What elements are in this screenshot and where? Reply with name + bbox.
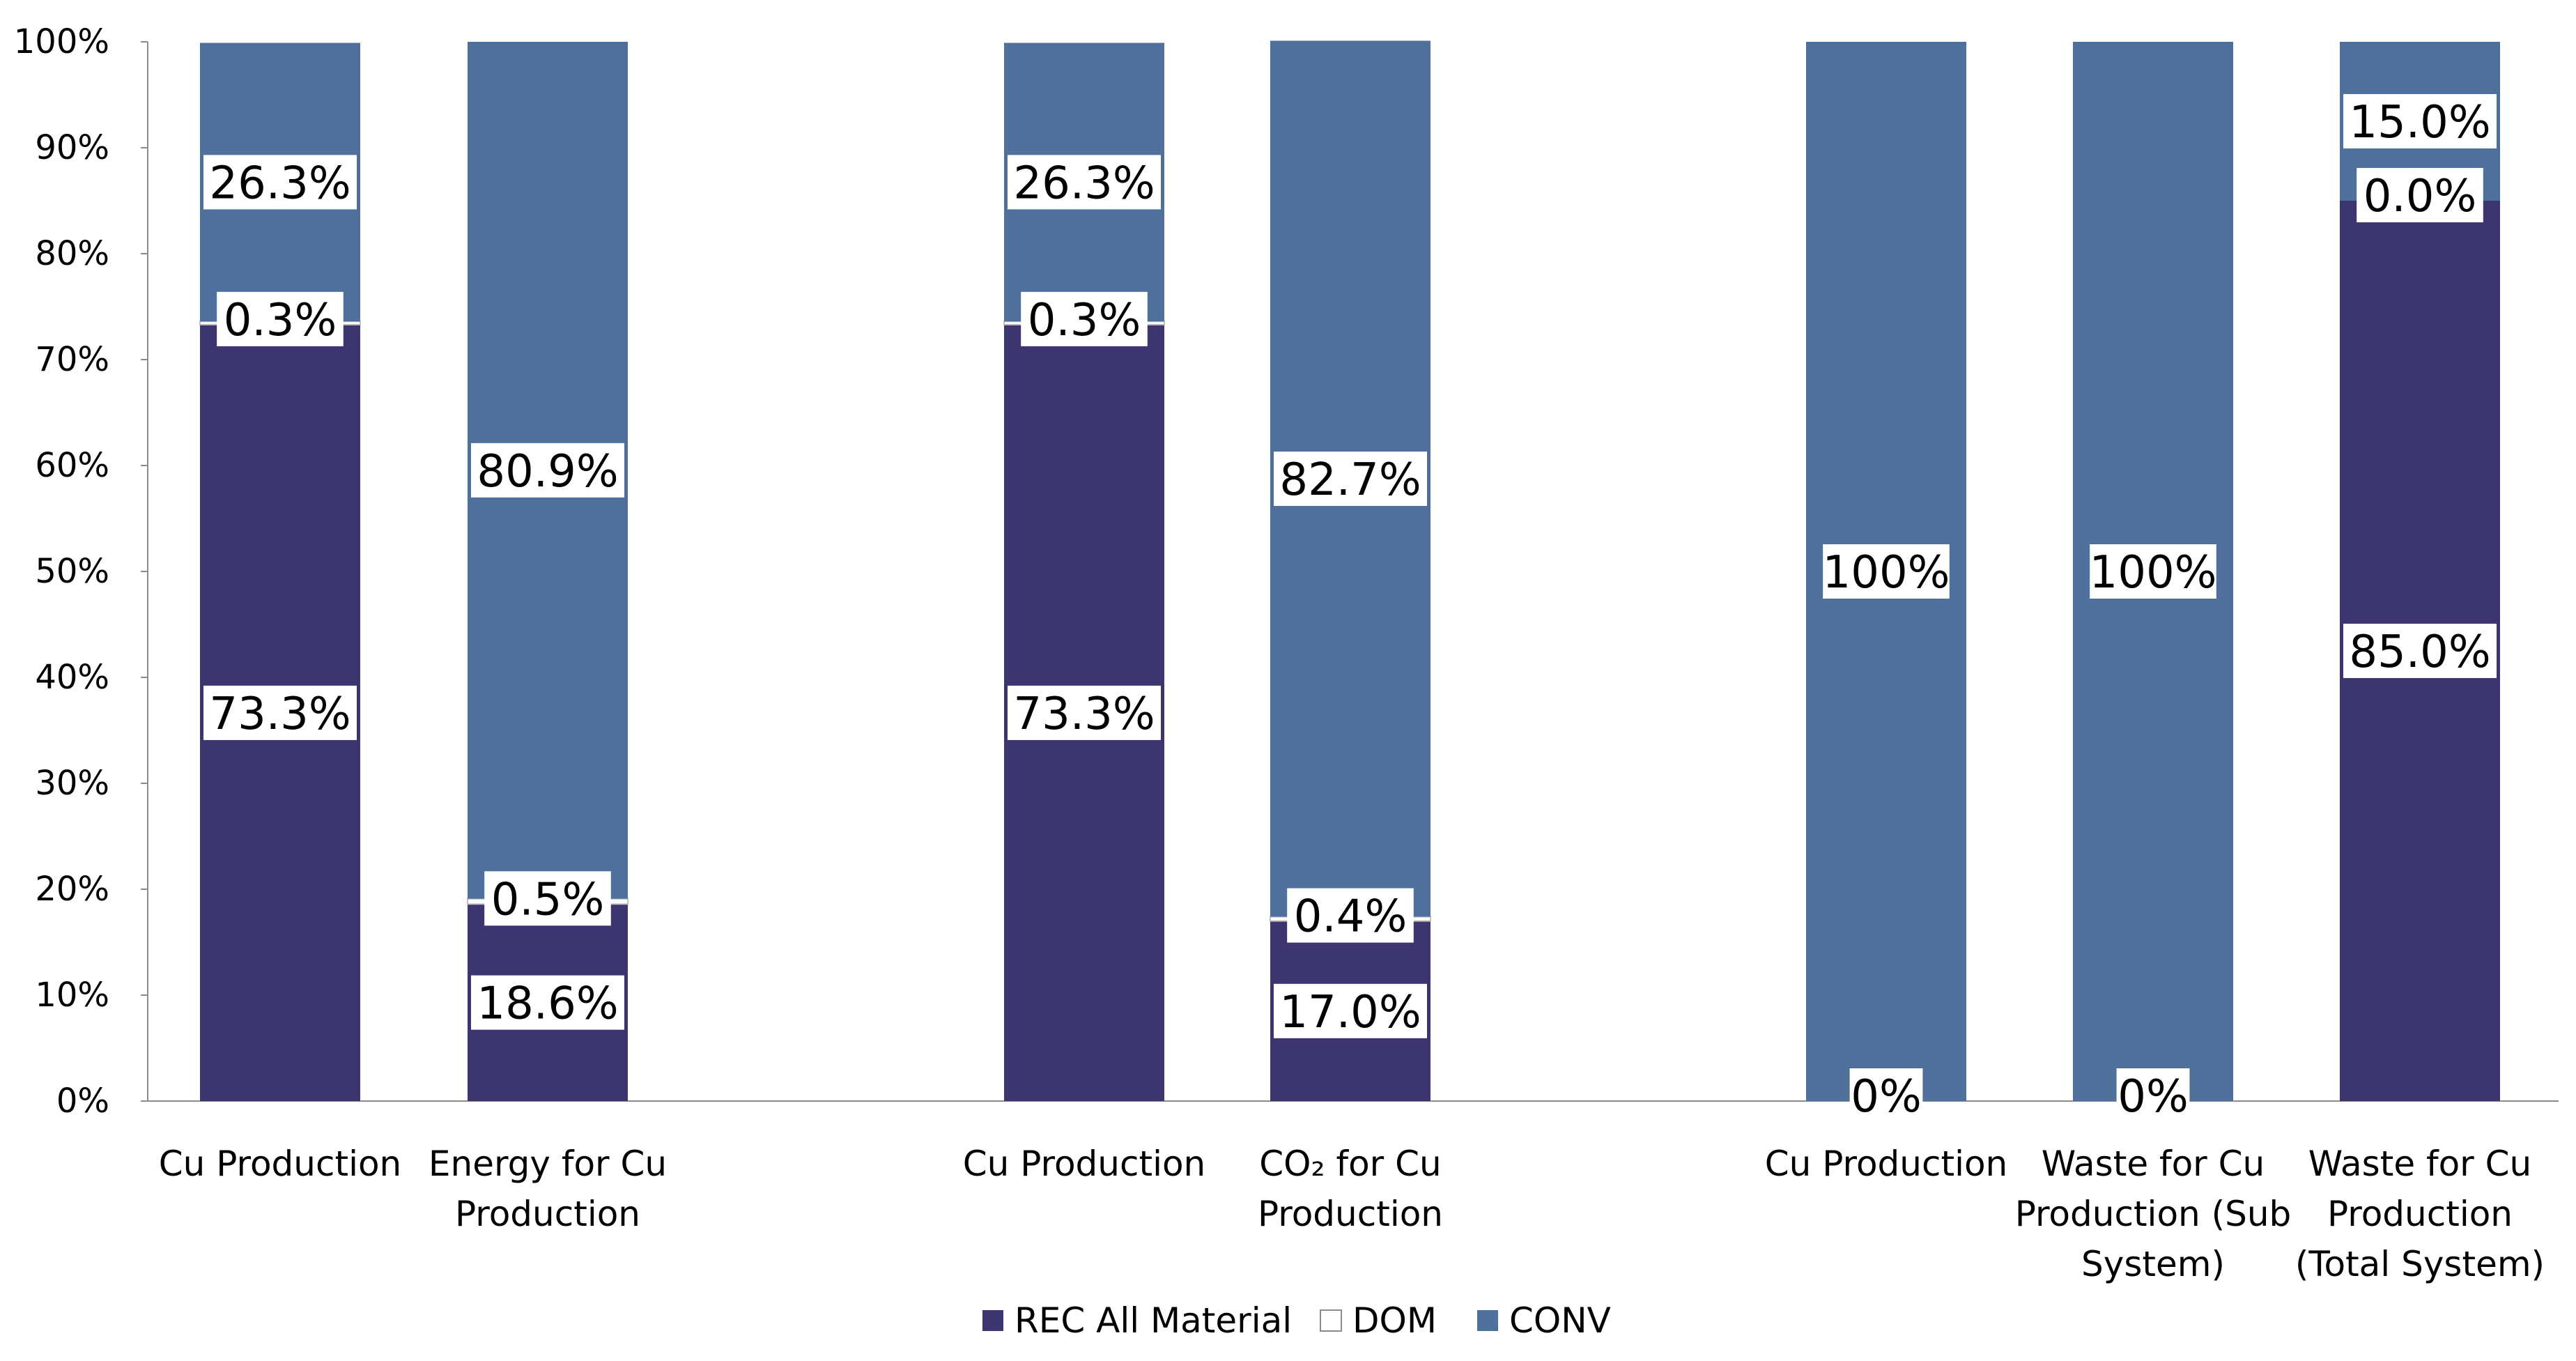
x-category-label: Waste for Cu (2042, 1144, 2265, 1184)
y-tick-label: 70% (35, 340, 109, 379)
data-label: 0.0% (2363, 171, 2477, 222)
x-category-label: Waste for Cu (2308, 1144, 2531, 1184)
data-label-box (471, 975, 624, 1030)
x-category-label: Energy for Cu (429, 1144, 667, 1184)
data-label: 26.3% (1013, 157, 1155, 209)
data-label-box (1274, 983, 1427, 1038)
data-label-box (484, 871, 611, 926)
y-tick-label: 30% (35, 764, 109, 803)
data-label: 17.0% (1279, 987, 1421, 1038)
x-category-label: CO₂ for Cu (1259, 1144, 1441, 1184)
y-tick-label: 80% (35, 234, 109, 273)
legend-swatch (1477, 1310, 1498, 1331)
x-category-label: Production (1258, 1194, 1443, 1234)
data-label-box (1021, 291, 1148, 346)
data-label: 82.7% (1279, 454, 1421, 506)
legend-swatch (1320, 1309, 1342, 1332)
x-category-label: Production (455, 1194, 640, 1234)
data-label-box (2357, 168, 2483, 222)
x-category-label: Production (2327, 1194, 2513, 1234)
data-label: 73.3% (1013, 689, 1155, 740)
data-label-box (1823, 544, 1950, 599)
x-category-label: Cu Production (1765, 1144, 2008, 1184)
data-label-box (1274, 452, 1427, 506)
x-category-label: System) (2081, 1244, 2225, 1284)
x-category-label: Production (Sub (2015, 1194, 2292, 1234)
data-label-box (217, 291, 344, 346)
y-tick-label: 10% (35, 976, 109, 1015)
legend-label: REC All Material (1015, 1300, 1292, 1341)
data-label-box (2090, 544, 2216, 599)
data-label: 100% (1823, 547, 1950, 599)
legend-label: DOM (1352, 1300, 1437, 1341)
data-label-box (203, 155, 357, 210)
data-label: 0.3% (1028, 295, 1141, 346)
data-label: 0.3% (224, 295, 337, 346)
y-tick-label: 60% (35, 446, 109, 485)
data-label-box (2343, 94, 2497, 148)
y-tick-label: 20% (35, 870, 109, 909)
y-tick-label: 0% (56, 1082, 109, 1121)
data-label: 85.0% (2349, 626, 2490, 678)
x-category-label: Cu Production (963, 1144, 1206, 1184)
data-label: 0.4% (1294, 891, 1407, 943)
y-tick-label: 90% (35, 128, 109, 167)
y-tick-label: 40% (35, 658, 109, 697)
data-label: 26.3% (209, 157, 350, 209)
data-label-box (1287, 888, 1414, 943)
data-label: 0.5% (491, 874, 605, 925)
data-label-box (1849, 1068, 1923, 1123)
data-label: 0% (1851, 1071, 1922, 1123)
x-category-label: (Total System) (2295, 1244, 2545, 1284)
data-label-box (471, 443, 624, 498)
y-tick-label: 100% (14, 22, 109, 61)
data-label: 100% (2090, 547, 2217, 599)
legend-swatch (982, 1310, 1003, 1331)
data-label-box (1008, 685, 1161, 740)
y-tick-label: 50% (35, 552, 109, 591)
data-label-box (1008, 155, 1161, 210)
data-label: 73.3% (209, 689, 350, 740)
data-label: 18.6% (477, 978, 618, 1030)
data-label: 15.0% (2349, 97, 2490, 148)
legend-label: CONV (1509, 1300, 1611, 1341)
x-category-label: Cu Production (159, 1144, 402, 1184)
data-label: 80.9% (477, 446, 618, 498)
data-label-box (203, 685, 357, 740)
data-label-box (2343, 624, 2497, 678)
data-label: 0% (2118, 1071, 2189, 1123)
data-label-box (2116, 1068, 2190, 1123)
